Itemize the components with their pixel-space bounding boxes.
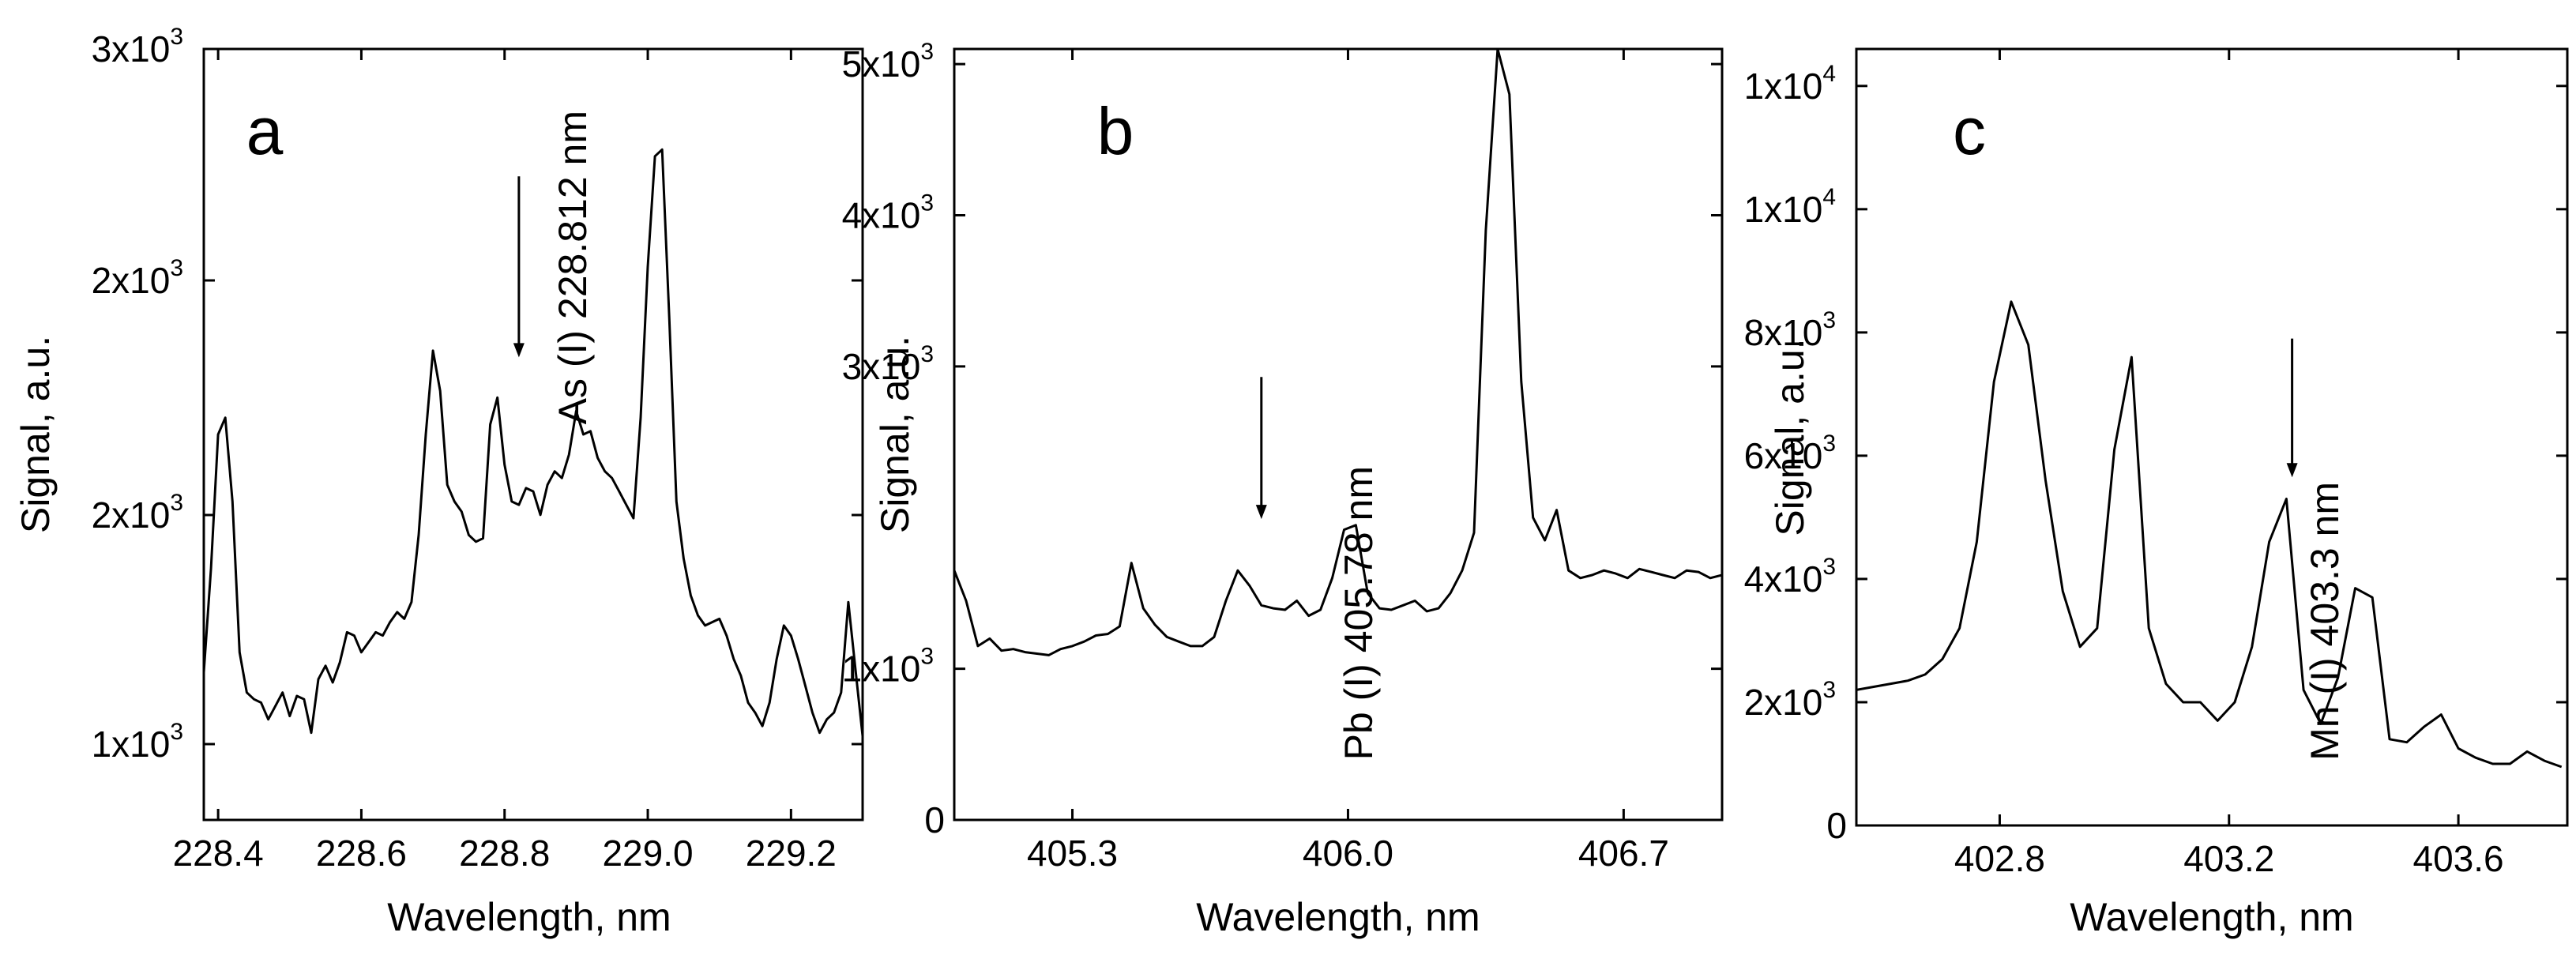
x-tick-label: 403.6 <box>2413 838 2504 879</box>
spectrum-line <box>1856 300 2563 769</box>
x-axis-title: Wavelength, nm <box>1196 895 1480 939</box>
y-tick-label: 1x104 <box>1744 184 1836 230</box>
chart-panel-c: 402.8 403.2 403.6 0 2x103 4x103 6x103 8x103 1x10… <box>1744 47 2569 939</box>
y-tick-label: 4x103 <box>842 190 934 236</box>
x-axis-title: Wavelength, nm <box>2070 895 2353 939</box>
spectrum-line <box>954 49 1722 656</box>
spectrum-line <box>204 148 863 737</box>
plot-frame <box>1855 47 2569 827</box>
x-tick-label: 402.8 <box>1954 838 2045 879</box>
plot-frame <box>953 47 1724 822</box>
y-tick-label: 1x103 <box>92 719 183 765</box>
x-tick-label: 228.6 <box>316 833 407 874</box>
plot-frame <box>202 47 864 822</box>
x-tick-label: 229.0 <box>602 833 693 874</box>
y-tick-label: 0 <box>924 799 945 840</box>
y-tick-label: 3x103 <box>842 341 934 387</box>
y-tick-label: 2x103 <box>92 255 183 301</box>
y-axis-title: Signal, a.u. <box>13 336 58 533</box>
y-tick-label: 8x103 <box>1744 307 1836 353</box>
y-tick-label: 1x104 <box>1744 61 1836 107</box>
panel-letter: a <box>246 94 284 168</box>
y-tick-label: 2x103 <box>1744 677 1836 723</box>
x-tick-label: 406.0 <box>1303 833 1393 874</box>
y-tick-label: 3x103 <box>92 24 183 70</box>
x-tick-label: 228.8 <box>459 833 550 874</box>
y-tick-label: 4x103 <box>1744 554 1836 600</box>
x-tick-label: 229.2 <box>746 833 837 874</box>
y-tick-label: 6x103 <box>1744 431 1836 476</box>
y-axis-title: Signal, a.u. <box>1768 338 1812 536</box>
annotation-arrowhead <box>2286 463 2298 478</box>
annotation-arrowhead <box>1255 505 1267 520</box>
annotation-label: Pb (I) 405.78 nm <box>1337 466 1381 760</box>
x-tick-label: 406.7 <box>1578 833 1669 874</box>
x-axis-title: Wavelength, nm <box>387 895 671 939</box>
annotation-label: Mn (I) 403.3 nm <box>2303 482 2347 761</box>
y-tick-label: 1x103 <box>842 644 934 690</box>
y-tick-label: 5x103 <box>842 39 934 85</box>
y-axis-title: Signal, a.u. <box>873 336 917 533</box>
y-tick-label: 2x103 <box>92 490 183 536</box>
annotation-label: As (I) 228.812 nm <box>551 111 595 424</box>
x-tick-label: 228.4 <box>173 833 264 874</box>
annotation-arrowhead <box>513 343 525 358</box>
panel-letter: b <box>1097 94 1134 168</box>
chart-panel-a: 228.4 228.6 228.8 229.0 229.2 1x103 2x103 2x103… <box>13 24 864 939</box>
x-tick-label: 403.2 <box>2183 838 2274 879</box>
y-tick-label: 0 <box>1826 805 1847 846</box>
panel-letter: c <box>1953 94 1986 168</box>
x-tick-label: 405.3 <box>1027 833 1118 874</box>
chart-panel-b: 405.3 406.0 406.7 0 1x103 3x103 4x103 5x103 Wave… <box>842 39 1724 939</box>
